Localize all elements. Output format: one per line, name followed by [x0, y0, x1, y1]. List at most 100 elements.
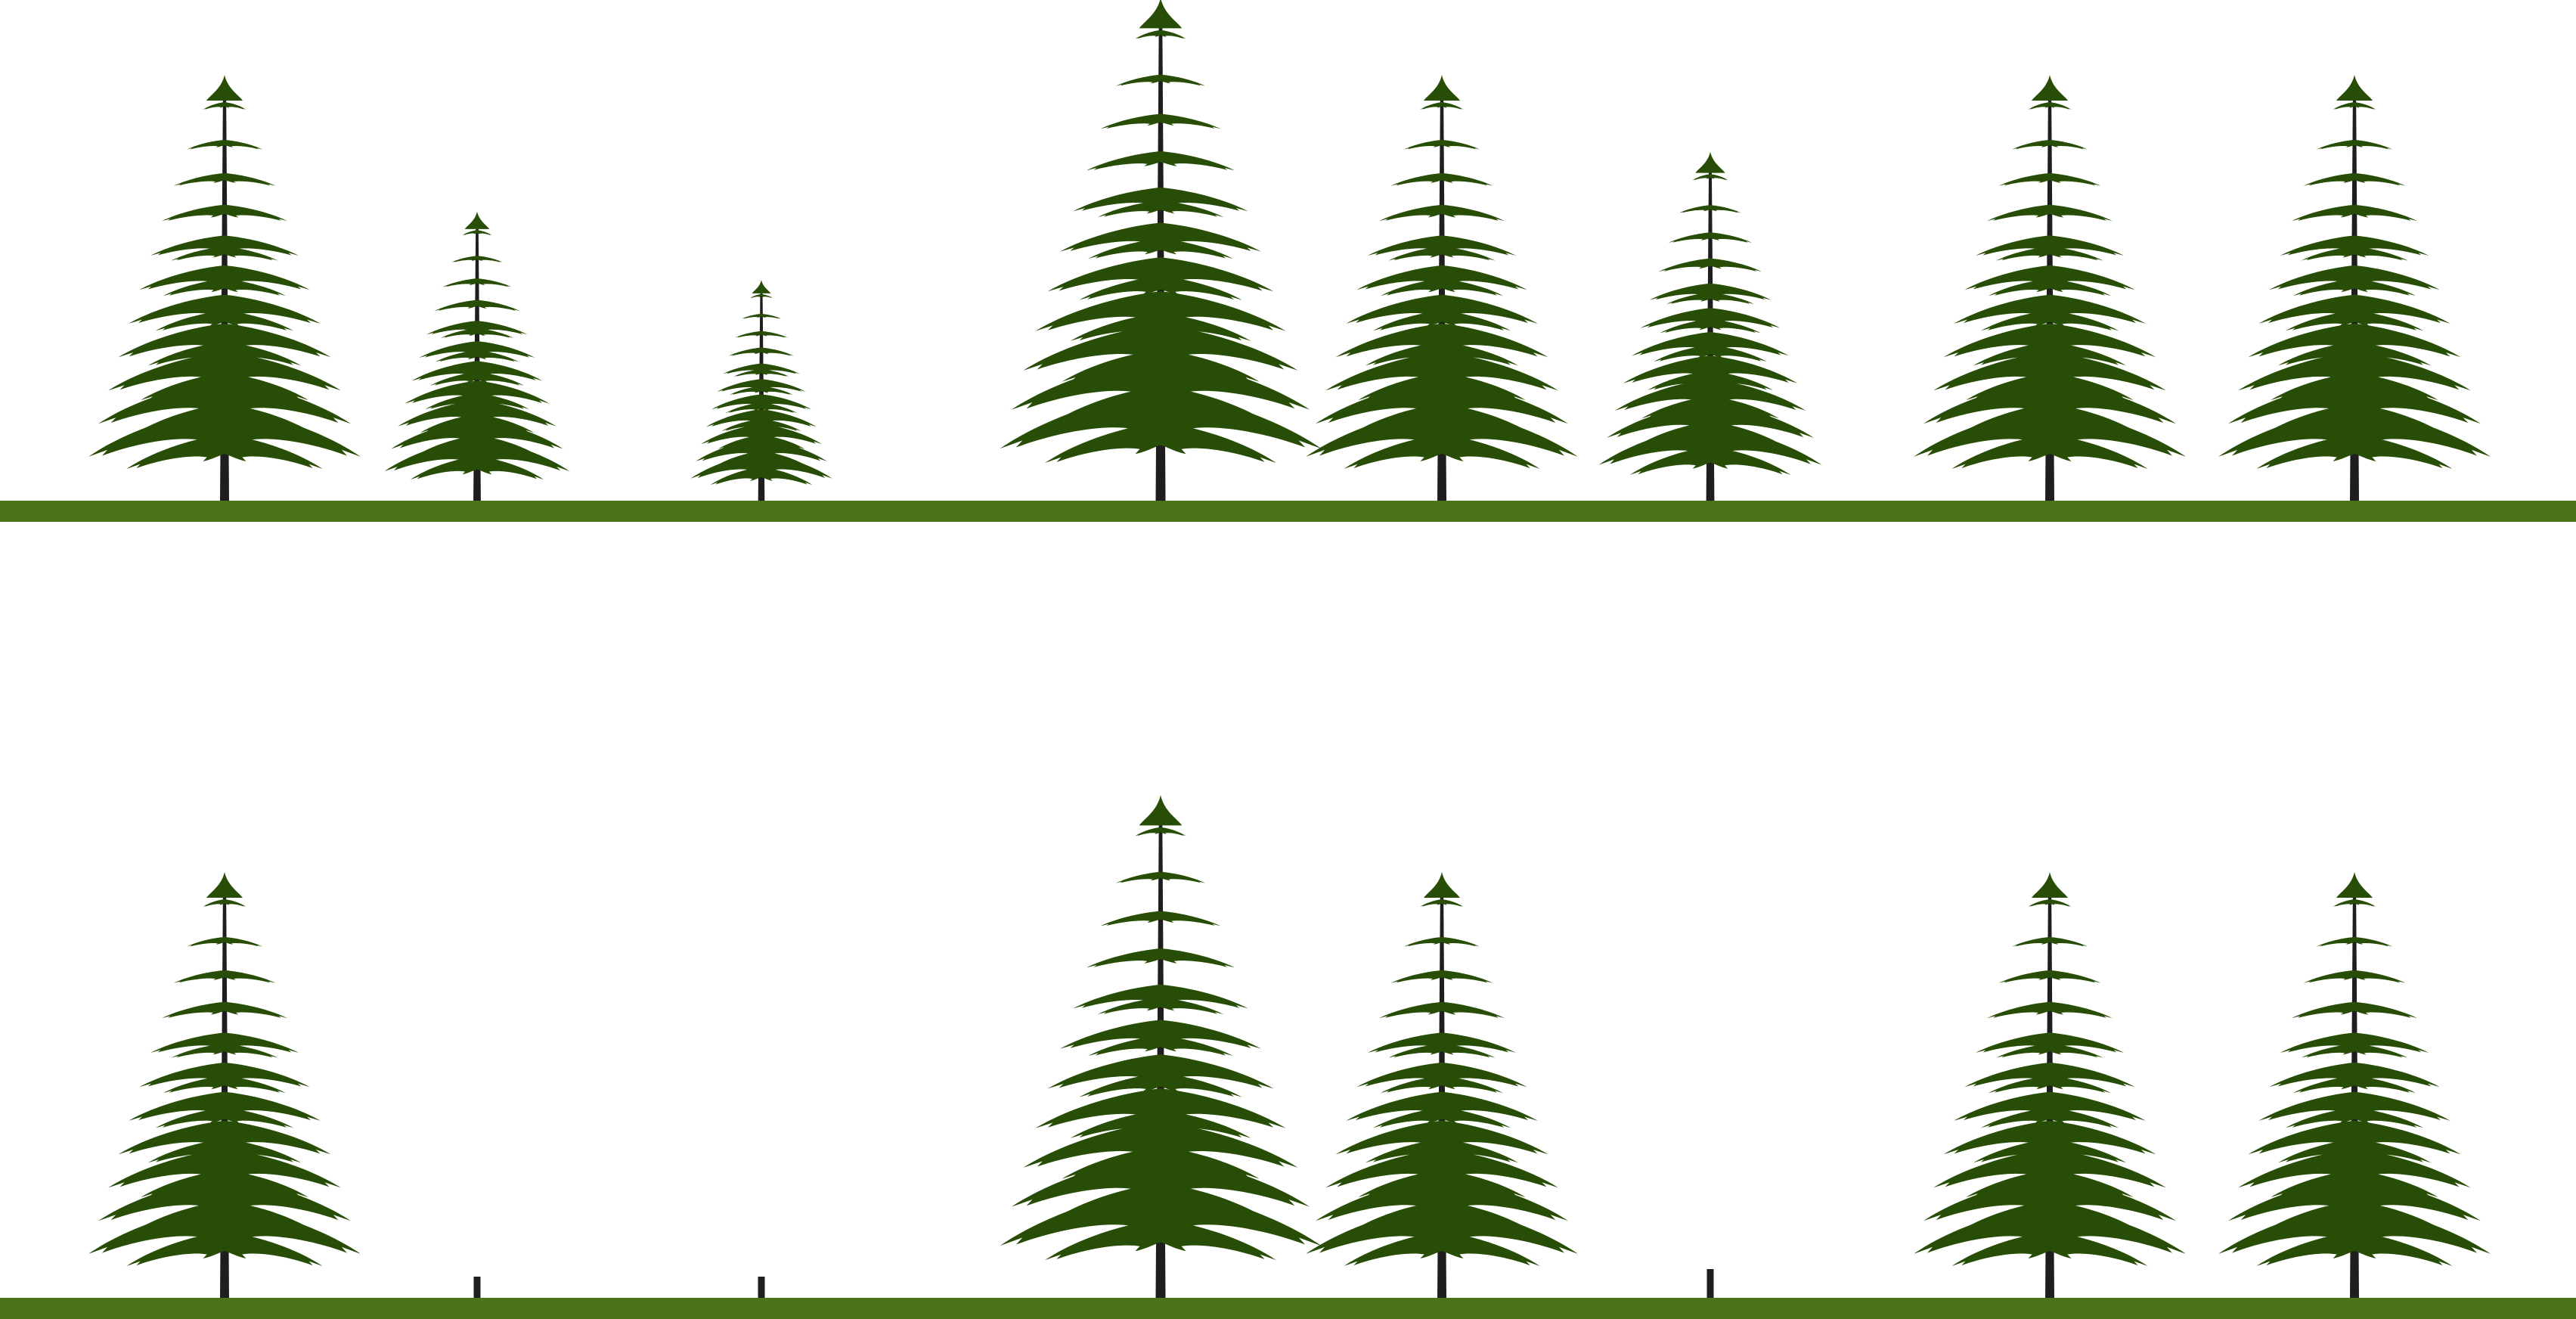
tree-bough — [735, 331, 788, 338]
tree-bough — [2218, 407, 2491, 457]
tree-bough — [1035, 291, 1286, 331]
tree-bough — [2301, 1043, 2408, 1058]
tree-bough — [419, 341, 535, 358]
conifer-tree-icon — [1914, 872, 2186, 1299]
tree-bough — [1378, 1001, 1505, 1019]
conifer-tree-icon — [690, 280, 832, 502]
tree-bough — [1047, 257, 1274, 292]
tree-bough — [1988, 278, 2112, 296]
panel-before — [0, 0, 2576, 522]
tree-bough — [1998, 970, 2101, 983]
tree-leader — [206, 872, 243, 898]
tree-bough — [2218, 1204, 2491, 1254]
tree-bough — [1951, 1231, 2148, 1267]
tree-bough — [440, 328, 514, 338]
tree-bough — [171, 1043, 278, 1058]
tree-bough — [1640, 308, 1781, 328]
tree-bough — [411, 361, 543, 381]
tree-bough — [429, 371, 525, 386]
tree-bough — [1073, 984, 1248, 1009]
tree-bough — [173, 172, 276, 186]
tree-bough — [118, 1120, 331, 1155]
tree-bough — [1975, 235, 2125, 256]
conifer-tree-icon — [1000, 795, 1322, 1299]
tree-bough — [1335, 1120, 1548, 1155]
panel-after — [0, 795, 2576, 1319]
tree-bough — [442, 278, 512, 287]
tree-bough — [2333, 101, 2376, 110]
tree-bough — [1060, 1020, 1261, 1049]
tree-bough — [139, 1062, 310, 1088]
tree-bough — [1660, 318, 1761, 334]
tree-bough — [2285, 1107, 2424, 1128]
tree-bough — [129, 1091, 321, 1121]
tree-bough — [98, 1177, 352, 1221]
tree-bough — [1372, 310, 1511, 331]
tree-bough — [1914, 1204, 2186, 1254]
tree-bough — [1964, 265, 2135, 290]
tree-bough — [163, 278, 287, 296]
tree-bough — [1420, 898, 1464, 907]
tree-bough — [171, 246, 278, 261]
tree-bough — [1060, 222, 1261, 252]
tree-bough — [434, 299, 520, 312]
conifer-tree-icon — [88, 872, 361, 1299]
tree-bough — [700, 424, 823, 445]
tree-bough — [1086, 948, 1235, 968]
tree-bough — [462, 230, 492, 236]
tree-bough — [1315, 1177, 1569, 1221]
tree-bough — [1372, 1107, 1511, 1128]
tree-bough — [711, 394, 811, 410]
tree-bough — [405, 380, 550, 404]
tree-bough — [1367, 235, 1517, 256]
tree-bough — [1986, 204, 2113, 222]
tree-bough — [2292, 1075, 2416, 1094]
tree-bough — [725, 402, 798, 414]
tree-bough — [1088, 1035, 1233, 1057]
conifer-tree-icon — [1306, 75, 1578, 502]
tree-bough — [2333, 898, 2376, 907]
conifer-tree-icon — [1000, 0, 1322, 502]
tree-bough — [2269, 1062, 2440, 1088]
tree-leader — [1695, 151, 1725, 173]
tree-bough — [1998, 172, 2101, 186]
tree-stump-icon — [1706, 1269, 1714, 1299]
tree-bough — [2301, 246, 2408, 261]
tree-bough — [1380, 278, 1504, 296]
tree-bough — [150, 235, 299, 256]
tree-bough — [1000, 390, 1322, 449]
tree-bough — [722, 363, 801, 374]
conifer-tree-icon — [2218, 75, 2491, 502]
tree-bough — [2238, 352, 2471, 391]
tree-bough — [1623, 355, 1798, 383]
tree-bough — [391, 419, 563, 449]
tree-bough — [203, 898, 246, 907]
tree-bough — [2291, 1001, 2418, 1019]
tree-bough — [150, 1032, 299, 1054]
tree-bough — [186, 139, 263, 150]
tree-bough — [2248, 323, 2461, 358]
conifer-tree-icon — [1598, 151, 1822, 503]
tree-bough — [2258, 1091, 2450, 1121]
tree-bough — [1097, 998, 1224, 1015]
tree-bough — [710, 467, 813, 486]
tree-bough — [1975, 1032, 2125, 1054]
tree-bough — [1000, 1187, 1322, 1246]
tree-bough — [1692, 174, 1728, 181]
tree-bough — [2280, 235, 2429, 256]
tree-bough — [1914, 407, 2186, 457]
tree-bough — [1356, 1062, 1527, 1088]
tree-bough — [1325, 352, 1558, 391]
tree-bough — [2256, 1231, 2453, 1267]
tree-bough — [1325, 1149, 1558, 1188]
tree-bough — [2011, 936, 2088, 947]
tree-bough — [1115, 871, 1206, 883]
tree-bough — [1390, 970, 1493, 983]
conifer-tree-icon — [1914, 75, 2186, 502]
conifer-tree-icon — [88, 75, 361, 502]
tree-stump-icon — [473, 1277, 481, 1299]
tree-bough — [1045, 422, 1276, 464]
tree-bough — [186, 936, 263, 947]
tree-bough — [2303, 970, 2406, 983]
